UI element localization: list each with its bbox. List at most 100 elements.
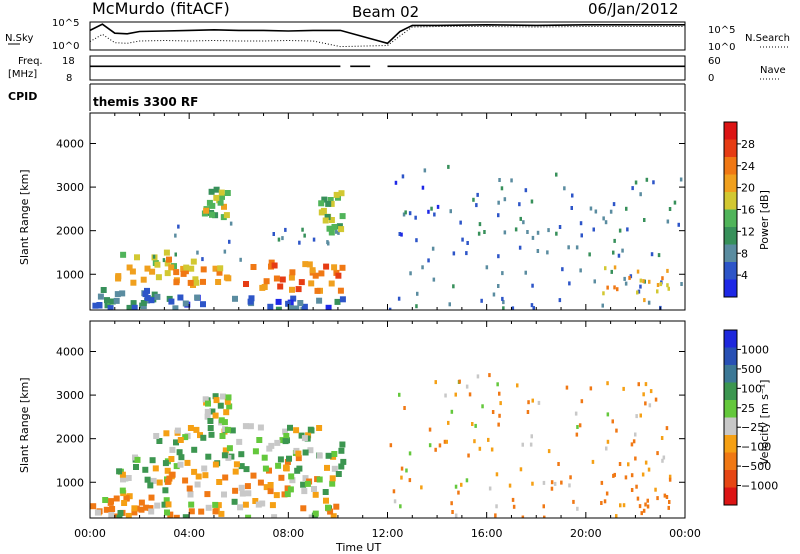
velocity-colorbar-step bbox=[724, 365, 737, 383]
velocity-cell bbox=[293, 427, 300, 434]
velocity-cell bbox=[212, 461, 219, 468]
velocity-cell bbox=[400, 466, 404, 471]
power-cell bbox=[531, 283, 534, 288]
power-cell bbox=[239, 257, 242, 262]
power-cell bbox=[579, 268, 582, 273]
power-cell bbox=[104, 297, 110, 304]
velocity-cell bbox=[164, 467, 171, 474]
power-cell bbox=[498, 178, 501, 182]
power-cell bbox=[617, 253, 621, 258]
power-cell bbox=[309, 267, 316, 274]
power-cell bbox=[511, 306, 515, 310]
time-axis-label: Time UT bbox=[335, 541, 381, 554]
power-cell bbox=[398, 232, 401, 236]
velocity-cell bbox=[606, 381, 609, 386]
cpid-panel: CPID themis 3300 RF bbox=[8, 83, 686, 111]
power-cell bbox=[415, 304, 418, 309]
velocity-cell bbox=[340, 458, 347, 465]
frequency-panel: Freq. [MHz] 18 8 60 0 Nave bbox=[8, 55, 786, 84]
velocity-cell bbox=[267, 482, 274, 488]
power-cell bbox=[588, 252, 591, 257]
velocity-cell bbox=[182, 477, 189, 484]
power-cell bbox=[129, 268, 136, 275]
velocity-cell bbox=[612, 473, 615, 478]
velocity-ytick-label: 1000 bbox=[56, 476, 84, 489]
velocity-cell bbox=[400, 475, 403, 480]
power-cell bbox=[318, 200, 325, 207]
velocity-cell bbox=[312, 491, 319, 498]
velocity-cell bbox=[644, 502, 647, 507]
power-cell bbox=[215, 279, 222, 285]
velocity-cell bbox=[644, 460, 648, 465]
power-cell bbox=[187, 279, 194, 286]
power-cell bbox=[519, 216, 522, 221]
power-cell bbox=[568, 281, 571, 286]
velocity-ytick-label: 4000 bbox=[56, 346, 84, 359]
velocity-cell bbox=[134, 456, 141, 463]
velocity-cell bbox=[331, 465, 338, 472]
power-cell bbox=[502, 300, 505, 305]
velocity-cell bbox=[661, 458, 664, 463]
velocity-cell bbox=[622, 386, 625, 391]
velocity-cell bbox=[565, 385, 569, 390]
power-cell bbox=[448, 302, 451, 307]
velocity-cell bbox=[615, 514, 618, 518]
velocity-cell bbox=[465, 384, 469, 389]
velocity-cell bbox=[188, 508, 195, 515]
power-cell bbox=[104, 302, 111, 309]
velocity-cell bbox=[434, 447, 437, 452]
velocity-cell bbox=[90, 503, 97, 510]
velocity-cell bbox=[443, 439, 447, 444]
velocity-cell bbox=[120, 476, 126, 483]
velocity-cell bbox=[208, 431, 215, 438]
velocity-cell bbox=[311, 486, 317, 492]
velocity-cell bbox=[392, 489, 396, 494]
power-cell bbox=[436, 204, 440, 209]
power-cell bbox=[322, 217, 329, 224]
power-cell bbox=[97, 293, 104, 300]
velocity-cell bbox=[476, 374, 480, 379]
power-cell bbox=[629, 274, 633, 279]
power-cell bbox=[337, 230, 340, 235]
velocity-cell bbox=[182, 434, 189, 441]
power-colorbar-tick-label: 16 bbox=[741, 204, 755, 217]
velocity-colorbar-tick-label: −1000 bbox=[741, 480, 778, 493]
power-cell bbox=[536, 230, 540, 235]
velocity-cell bbox=[284, 485, 291, 492]
power-cell bbox=[639, 278, 643, 283]
velocity-cell bbox=[102, 497, 109, 503]
power-cell bbox=[673, 200, 677, 205]
power-cell bbox=[639, 192, 642, 197]
velocity-cell bbox=[237, 504, 244, 511]
velocity-cell bbox=[619, 503, 622, 508]
velocity-cell bbox=[288, 473, 295, 480]
power-cell bbox=[530, 199, 534, 204]
power-cell bbox=[337, 287, 344, 294]
velocity-cell bbox=[495, 472, 499, 477]
power-cell bbox=[114, 291, 121, 298]
power-cell bbox=[302, 261, 309, 268]
power-cell bbox=[232, 295, 238, 302]
frequency-frame bbox=[89, 55, 686, 81]
power-cell bbox=[388, 307, 392, 310]
velocity-cell bbox=[335, 471, 342, 477]
velocity-cell bbox=[508, 483, 512, 488]
velocity-cell bbox=[634, 456, 637, 461]
velocity-cell bbox=[398, 392, 401, 397]
velocity-cell bbox=[287, 486, 294, 493]
velocity-cell bbox=[174, 427, 181, 434]
power-cell bbox=[452, 251, 456, 256]
velocity-cell bbox=[642, 508, 646, 513]
velocity-cell bbox=[123, 495, 130, 502]
velocity-cell bbox=[161, 501, 168, 508]
power-cell bbox=[485, 265, 489, 270]
velocity-cell bbox=[108, 498, 114, 505]
velocity-cell bbox=[113, 513, 119, 518]
power-cell bbox=[301, 227, 304, 232]
power-cell bbox=[427, 258, 430, 263]
velocity-panel: 4000 3000 2000 1000 Slant Range [km] 1000 50… bbox=[18, 320, 778, 554]
velocity-cell bbox=[530, 434, 533, 439]
power-cell bbox=[272, 232, 275, 236]
power-cell bbox=[408, 211, 412, 216]
power-cell bbox=[268, 263, 274, 270]
